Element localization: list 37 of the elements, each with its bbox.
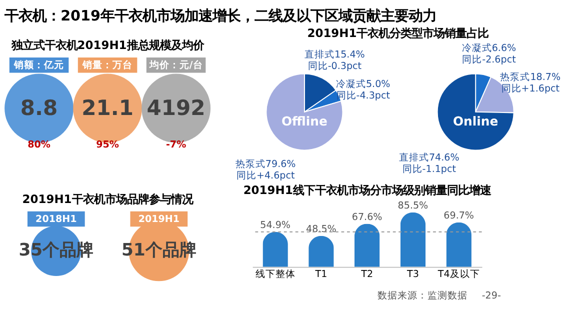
slice-label: 热泵式79.6% 同比+4.6pct [235, 158, 296, 182]
category-label: 2019H1 [138, 214, 180, 225]
text: Offline [282, 113, 328, 128]
text: 95% [96, 139, 120, 150]
x-tick-label: 线下整体 [255, 268, 296, 280]
bar [354, 224, 380, 267]
category-label: 2018H1 [36, 214, 77, 225]
bar [400, 212, 426, 267]
data-label: 21.1 [82, 94, 134, 120]
category-label: 销额：亿元 [13, 58, 64, 71]
data-label: 85.5% [398, 200, 428, 212]
chart-title: 2019H1干衣机分类型市场销量占比 [307, 26, 489, 40]
category-label: 均价：元/台 [148, 58, 203, 71]
slice-label: 热泵式18.7% 同比+1.6pct [500, 70, 561, 94]
slice-label: 直排式15.4% 同比-0.3pct [304, 48, 365, 72]
x-tick-label: T1 [314, 268, 328, 280]
data-label: 69.7% [444, 210, 474, 222]
text: 干衣机：2019年干衣机市场加速增长，二线及以下区域贡献主要动力 [4, 8, 436, 25]
text: 独立式干衣机2019H1推总规模及均价 [10, 38, 205, 52]
text: -29- [482, 290, 501, 302]
source-note: 数据来源：监测数据 [377, 289, 468, 302]
category-label: 销量：万台 [82, 58, 133, 71]
text: -7% [166, 139, 187, 150]
data-label: 48.5% [306, 224, 336, 236]
data-label: 67.6% [352, 212, 382, 223]
text: Online [453, 113, 498, 128]
text: 80% [28, 139, 51, 150]
chart-title: 2019H1线下干衣机市场分市场级别销量同比增速 [243, 183, 492, 198]
x-tick-label: T3 [406, 268, 419, 280]
x-tick-label: T4及以下 [436, 268, 480, 280]
data-label: 4192 [146, 94, 206, 120]
slice-label: 冷凝式6.6% 同比-2.6pct [462, 42, 516, 66]
data-label: 54.9% [260, 220, 290, 232]
data-label: 8.8 [20, 94, 58, 120]
x-tick-label: T2 [360, 268, 374, 280]
slice-label: 直排式74.6% 同比-1.1pct [398, 151, 460, 175]
text: 2019H1干衣机市场品牌参与情况 [22, 192, 194, 206]
